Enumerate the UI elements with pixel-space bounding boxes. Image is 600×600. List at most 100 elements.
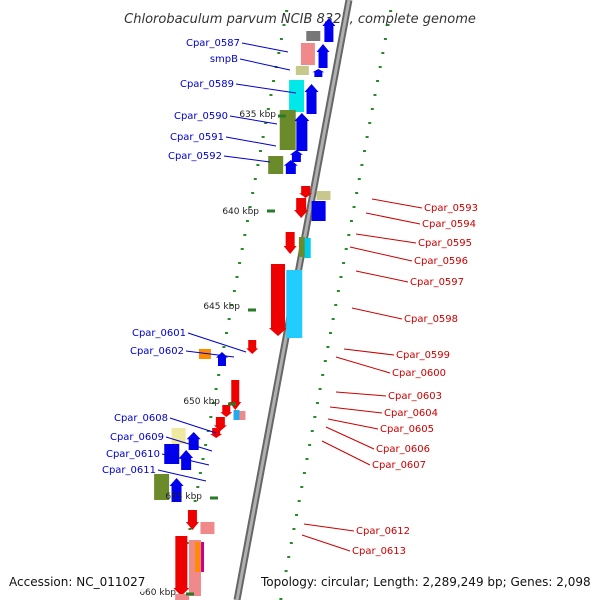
gene-label-cpar-0598[interactable]: Cpar_0598 — [404, 314, 458, 325]
gene-label-cpar-0603[interactable]: Cpar_0603 — [388, 391, 442, 402]
connector-line — [241, 42, 289, 53]
gene-label-cpar-0608[interactable]: Cpar_0608 — [114, 413, 168, 424]
connector-line — [321, 440, 371, 466]
connector-line — [365, 212, 421, 225]
scale-dot — [357, 178, 361, 180]
connector-line — [169, 417, 217, 434]
feature-cpar-0611-arrow — [169, 478, 184, 502]
scale-dot — [269, 94, 273, 96]
scale-dot — [300, 486, 304, 488]
gene-label-cpar-0597[interactable]: Cpar_0597 — [410, 277, 464, 288]
scale-dot — [251, 192, 255, 194]
gene-label-cpar-0600[interactable]: Cpar_0600 — [392, 368, 446, 379]
scale-dot — [201, 458, 205, 460]
feature-cpar-0587-arrow — [322, 18, 336, 42]
gene-label-cpar-0595[interactable]: Cpar_0595 — [418, 238, 472, 249]
scale-dot — [336, 290, 340, 292]
scale-dot — [277, 52, 281, 54]
scale-dot — [196, 486, 200, 488]
gene-label-cpar-0602[interactable]: Cpar_0602 — [130, 346, 184, 357]
connector-line — [335, 391, 387, 397]
gene-label-cpar-0605[interactable]: Cpar_0605 — [380, 424, 434, 435]
scale-dot — [326, 346, 330, 348]
scale-dot — [383, 38, 387, 40]
scale-dot — [225, 332, 229, 334]
gene-label-cpar-0611[interactable]: Cpar_0611 — [102, 465, 156, 476]
scale-dot — [334, 304, 338, 306]
scale-dot — [295, 514, 299, 516]
feature-cpar-0609-block — [164, 444, 180, 464]
kbp-label-635: 635 kbp — [239, 110, 276, 120]
scale-dot — [323, 360, 327, 362]
scale-dot — [305, 458, 309, 460]
gene-label-cpar-0607[interactable]: Cpar_0607 — [372, 460, 426, 471]
scale-dot — [389, 10, 393, 12]
gene-label-cpar-0604[interactable]: Cpar_0604 — [384, 408, 438, 419]
gene-label-cpar-0606[interactable]: Cpar_0606 — [376, 444, 430, 455]
connector-line — [239, 58, 291, 71]
feature-smpb-tan — [295, 66, 309, 75]
gene-label-cpar-0599[interactable]: Cpar_0599 — [396, 350, 450, 361]
scale-dot — [256, 164, 260, 166]
scale-dot — [287, 556, 291, 558]
scale-dot — [310, 430, 314, 432]
scale-dot — [355, 192, 359, 194]
gene-label-cpar-0590[interactable]: Cpar_0590 — [174, 111, 228, 122]
feature-cpar-0601-block — [198, 349, 211, 359]
scale-dot — [264, 122, 268, 124]
kbp-label-640: 640 kbp — [222, 207, 259, 217]
gene-label-cpar-0610[interactable]: Cpar_0610 — [106, 449, 160, 460]
scale-dot — [217, 374, 221, 376]
feature-cpar-0605-pink — [239, 411, 246, 420]
scale-dot — [245, 220, 249, 222]
connector-line — [355, 233, 417, 244]
scale-dot — [279, 598, 283, 600]
gene-label-cpar-0587[interactable]: Cpar_0587 — [186, 38, 240, 49]
scale-dot — [222, 346, 226, 348]
gene-label-cpar-0589[interactable]: Cpar_0589 — [180, 79, 234, 90]
gene-label-cpar-0596[interactable]: Cpar_0596 — [414, 256, 468, 267]
feature-cpar-0604-arrow — [220, 405, 233, 417]
kbp-ticks: 635 kbp 640 kbp 645 kbp 650 kbp 655 kbp … — [139, 110, 286, 598]
right-gene-labels: Cpar_0593 Cpar_0594 Cpar_0595 Cpar_0596 … — [352, 203, 478, 557]
scale-dot — [329, 332, 333, 334]
feature-cpar-0594-arrow — [294, 198, 309, 218]
scale-track-right — [279, 10, 393, 600]
scale-dot — [378, 66, 382, 68]
feature-cpar-0595-block — [298, 237, 305, 257]
feature-cpar-0611-block — [154, 474, 170, 500]
gene-label-smpb[interactable]: smpB — [210, 54, 238, 65]
topology-label: Topology: circular; Length: 2,289,249 bp… — [260, 575, 591, 589]
feature-cpar-0612-arrow — [185, 510, 199, 530]
gene-label-cpar-0593[interactable]: Cpar_0593 — [424, 203, 478, 214]
scale-dot — [259, 150, 262, 152]
scale-dot — [230, 304, 234, 306]
map-title: Chlorobaculum parvum NCIB 8327, complete… — [124, 12, 476, 27]
feature-cpar-0608-arrow — [186, 432, 201, 450]
scale-dot — [285, 10, 289, 12]
gene-label-cpar-0601[interactable]: Cpar_0601 — [132, 328, 186, 339]
feature-cpar-0598-block — [286, 270, 303, 338]
gene-label-cpar-0591[interactable]: Cpar_0591 — [170, 132, 224, 143]
scale-dot — [238, 262, 242, 264]
scale-dot — [204, 444, 208, 446]
scale-dot — [214, 388, 218, 390]
gene-label-cpar-0594[interactable]: Cpar_0594 — [422, 219, 476, 230]
scale-dot — [349, 220, 353, 222]
feature-cpar-0590-arrow — [294, 113, 310, 151]
connector-line — [355, 270, 409, 283]
footer-overlay — [4, 572, 598, 592]
connector-line — [303, 523, 355, 532]
gene-label-cpar-0609[interactable]: Cpar_0609 — [110, 432, 164, 443]
feature-cpar-0596-block — [304, 238, 311, 258]
kbp-label-655: 655 kbp — [165, 492, 202, 502]
connector-line — [225, 136, 277, 147]
scale-dot — [321, 374, 325, 376]
gene-label-cpar-0613[interactable]: Cpar_0613 — [352, 546, 406, 557]
scale-dot — [368, 122, 372, 124]
connector-line — [157, 469, 207, 482]
connector-line — [329, 406, 383, 414]
gene-label-cpar-0612[interactable]: Cpar_0612 — [356, 526, 410, 537]
gene-label-cpar-0592[interactable]: Cpar_0592 — [168, 151, 222, 162]
connector-line — [223, 155, 271, 163]
